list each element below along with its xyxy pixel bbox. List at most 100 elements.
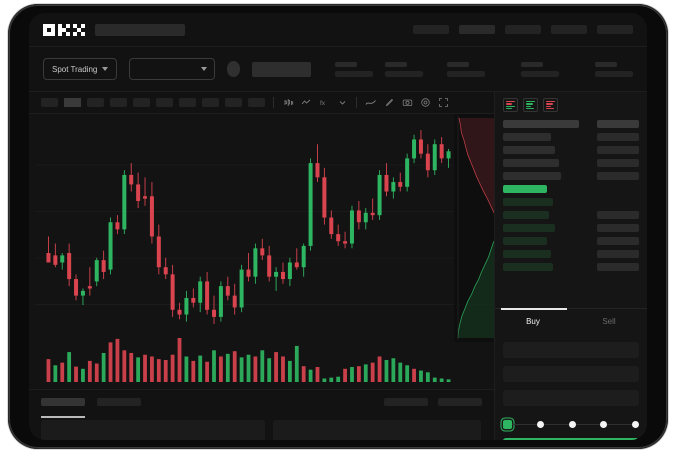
settings-icon[interactable] (419, 97, 431, 109)
camera-icon[interactable] (401, 97, 413, 109)
toolbar-divider (356, 97, 357, 108)
orderbook-row-bar (503, 211, 549, 219)
stat-label (595, 61, 617, 67)
orders-card-1[interactable] (273, 420, 481, 440)
step-dot-5[interactable] (632, 420, 639, 428)
timeframe-0[interactable] (41, 98, 58, 107)
okx-logo-glyph (43, 23, 85, 36)
orderbook-rows[interactable] (495, 116, 647, 308)
orderbook-row[interactable] (503, 198, 639, 206)
timeframe-3[interactable] (110, 98, 127, 107)
tablet-device-frame: Spot Trading (8, 4, 668, 449)
chevron-down-icon[interactable] (336, 97, 348, 109)
svg-text:fx: fx (320, 100, 326, 107)
okx-logo[interactable] (43, 23, 85, 36)
indicators-icon[interactable]: fx (318, 97, 330, 109)
orders-tab-1[interactable] (97, 398, 141, 406)
order-form-row-1[interactable] (503, 366, 639, 382)
pair-avatar (226, 61, 241, 77)
orders-card-0[interactable] (41, 420, 265, 440)
line-chart-icon[interactable] (300, 97, 312, 109)
volume-histogram (46, 338, 451, 382)
orderbook-row[interactable] (503, 120, 639, 128)
orderbook-row-value (597, 198, 639, 206)
stat-label (521, 61, 543, 67)
orderbook-row-value (597, 146, 639, 154)
app-screen: Spot Trading (29, 13, 647, 440)
orderbook-row[interactable] (503, 185, 639, 193)
orderbook-row[interactable] (503, 211, 639, 219)
orderbook-row[interactable] (503, 237, 639, 245)
pair-select-dropdown[interactable] (129, 58, 215, 80)
orderbook-row-value (597, 159, 639, 167)
stat-value (447, 70, 485, 77)
chevron-down-icon (102, 67, 109, 71)
orderbook-asks-icon[interactable] (543, 98, 558, 112)
pencil-icon[interactable] (383, 97, 395, 109)
orderbook-row-bar (503, 172, 561, 180)
orderbook-bids-icon[interactable] (523, 98, 538, 112)
timeframe-9[interactable] (248, 98, 265, 107)
timeframe-4[interactable] (133, 98, 150, 107)
orderbook-row[interactable] (503, 133, 639, 141)
step-indicator (495, 414, 647, 434)
sell-tab[interactable]: Sell (602, 317, 616, 326)
order-form-skeleton (495, 334, 647, 414)
spot-trading-dropdown[interactable]: Spot Trading (43, 58, 118, 80)
timeframe-2[interactable] (87, 98, 104, 107)
nav-item-0[interactable] (413, 25, 449, 34)
candlestick-chart-icon[interactable] (282, 97, 294, 109)
step-dot-2[interactable] (536, 420, 544, 428)
stat-label (385, 61, 407, 67)
orderbook-row-bar (503, 185, 547, 193)
nav-item-4[interactable] (597, 25, 633, 34)
orderbook-row-value (597, 185, 639, 193)
orderbook-row-value (597, 250, 639, 258)
timeframe-7[interactable] (202, 98, 219, 107)
timeframe-5[interactable] (156, 98, 173, 107)
orders-tab-0[interactable] (41, 398, 85, 406)
order-form-row-0[interactable] (503, 342, 639, 358)
orderbook-row[interactable] (503, 159, 639, 167)
nav-item-3[interactable] (551, 25, 587, 34)
order-form-row-2[interactable] (503, 390, 639, 406)
chevron-down-icon (200, 67, 207, 71)
orderbook-row-value (597, 211, 639, 219)
chart-pane[interactable] (29, 114, 507, 389)
orderbook-row-bar (503, 133, 551, 141)
orderbook-row[interactable] (503, 263, 639, 271)
step-connector (512, 423, 537, 425)
orderbook-row-value (597, 133, 639, 141)
orderbook-row-value (597, 172, 639, 180)
nav-item-2[interactable] (505, 25, 541, 34)
stat-value (385, 70, 423, 77)
orderbook-row[interactable] (503, 224, 639, 232)
nav-item-1[interactable] (459, 25, 495, 34)
orderbook-row[interactable] (503, 172, 639, 180)
trendline-icon[interactable] (365, 97, 377, 109)
buy-tab[interactable]: Buy (526, 317, 540, 326)
orders-action-0[interactable] (384, 398, 428, 406)
orderbook-both-icon[interactable] (503, 98, 518, 112)
step-dot-3[interactable] (568, 420, 576, 428)
pair-name-placeholder (252, 61, 311, 77)
orderbook-row-bar (503, 159, 559, 167)
stat-label (335, 61, 357, 67)
orderbook-row-bar (503, 250, 551, 258)
timeframe-6[interactable] (179, 98, 196, 107)
orders-action-1[interactable] (438, 398, 482, 406)
fullscreen-icon[interactable] (437, 97, 449, 109)
orderbook-row-bar (503, 198, 553, 206)
orderbook-row-bar (503, 120, 579, 128)
step-connector (607, 423, 632, 425)
step-dot-4[interactable] (600, 420, 608, 428)
candlestick-chart[interactable] (29, 114, 494, 334)
primary-cta-button[interactable] (503, 438, 639, 440)
orderbook-row[interactable] (503, 250, 639, 258)
step-dot-1[interactable] (503, 419, 512, 429)
chart-toolbar: fx (29, 92, 494, 114)
orderbook-row[interactable] (503, 146, 639, 154)
timeframe-8[interactable] (225, 98, 242, 107)
timeframe-1[interactable] (64, 98, 81, 107)
orders-tab-underline (41, 416, 85, 418)
